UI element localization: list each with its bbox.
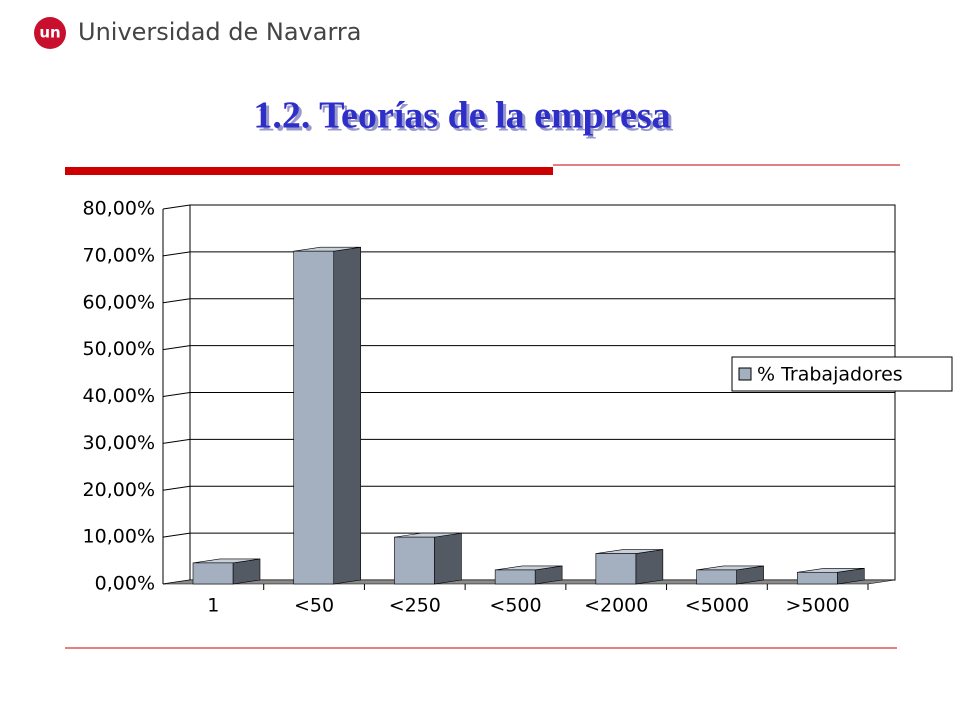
tick-line	[162, 532, 191, 538]
tick-line	[162, 485, 191, 491]
legend-label: % Trabajadores	[757, 364, 903, 386]
y-tick-label: 50,00%	[83, 338, 155, 360]
x-tick-label: <250	[389, 595, 441, 617]
bar	[796, 571, 838, 585]
tick-line	[162, 251, 191, 257]
bar-side	[635, 549, 664, 585]
bar	[595, 553, 637, 585]
y-tick-label: 0,00%	[95, 573, 155, 595]
y-tick-label: 70,00%	[83, 244, 155, 266]
x-tick-label: >5000	[786, 595, 850, 617]
university-name: Universidad de Navarra	[78, 18, 361, 46]
bar	[293, 250, 335, 585]
y-tick-label: 30,00%	[83, 432, 155, 454]
x-tick-label: <5000	[685, 595, 749, 617]
red-bar	[65, 167, 553, 175]
y-tick-label: 80,00%	[83, 198, 155, 220]
bar-side	[333, 246, 362, 585]
tick-line	[162, 392, 191, 397]
bar-side	[434, 532, 462, 585]
legend-box	[731, 356, 953, 392]
logo-text: un	[39, 24, 60, 42]
tick-line	[162, 298, 191, 304]
bar-side	[232, 558, 261, 585]
y-tick-label: 20,00%	[83, 479, 155, 501]
chart-title: 1.2. Teorías de la empresa	[253, 95, 670, 137]
y-tick-label: 10,00%	[83, 526, 155, 548]
legend-swatch	[738, 367, 752, 381]
bar	[494, 569, 536, 585]
x-tick-label: <500	[489, 595, 541, 617]
logo-mark	[34, 17, 66, 49]
x-tick-label: 1	[207, 595, 219, 617]
title-shadow: 1.2. Teorías de la empresa	[256, 98, 673, 140]
bar	[696, 569, 737, 585]
x-tick-label: <2000	[584, 595, 648, 617]
tick-line	[162, 204, 191, 210]
bar	[394, 536, 435, 585]
bar	[192, 562, 234, 585]
y-tick-label: 40,00%	[83, 385, 155, 407]
chart: 0,00% 10,00% 20,00% 30,00% 40,00% 50,00% 60,00…	[83, 198, 953, 617]
tick-line	[162, 438, 191, 444]
x-tick-label: <50	[294, 595, 334, 617]
tick-line	[162, 345, 191, 351]
y-tick-label: 60,00%	[83, 291, 155, 313]
